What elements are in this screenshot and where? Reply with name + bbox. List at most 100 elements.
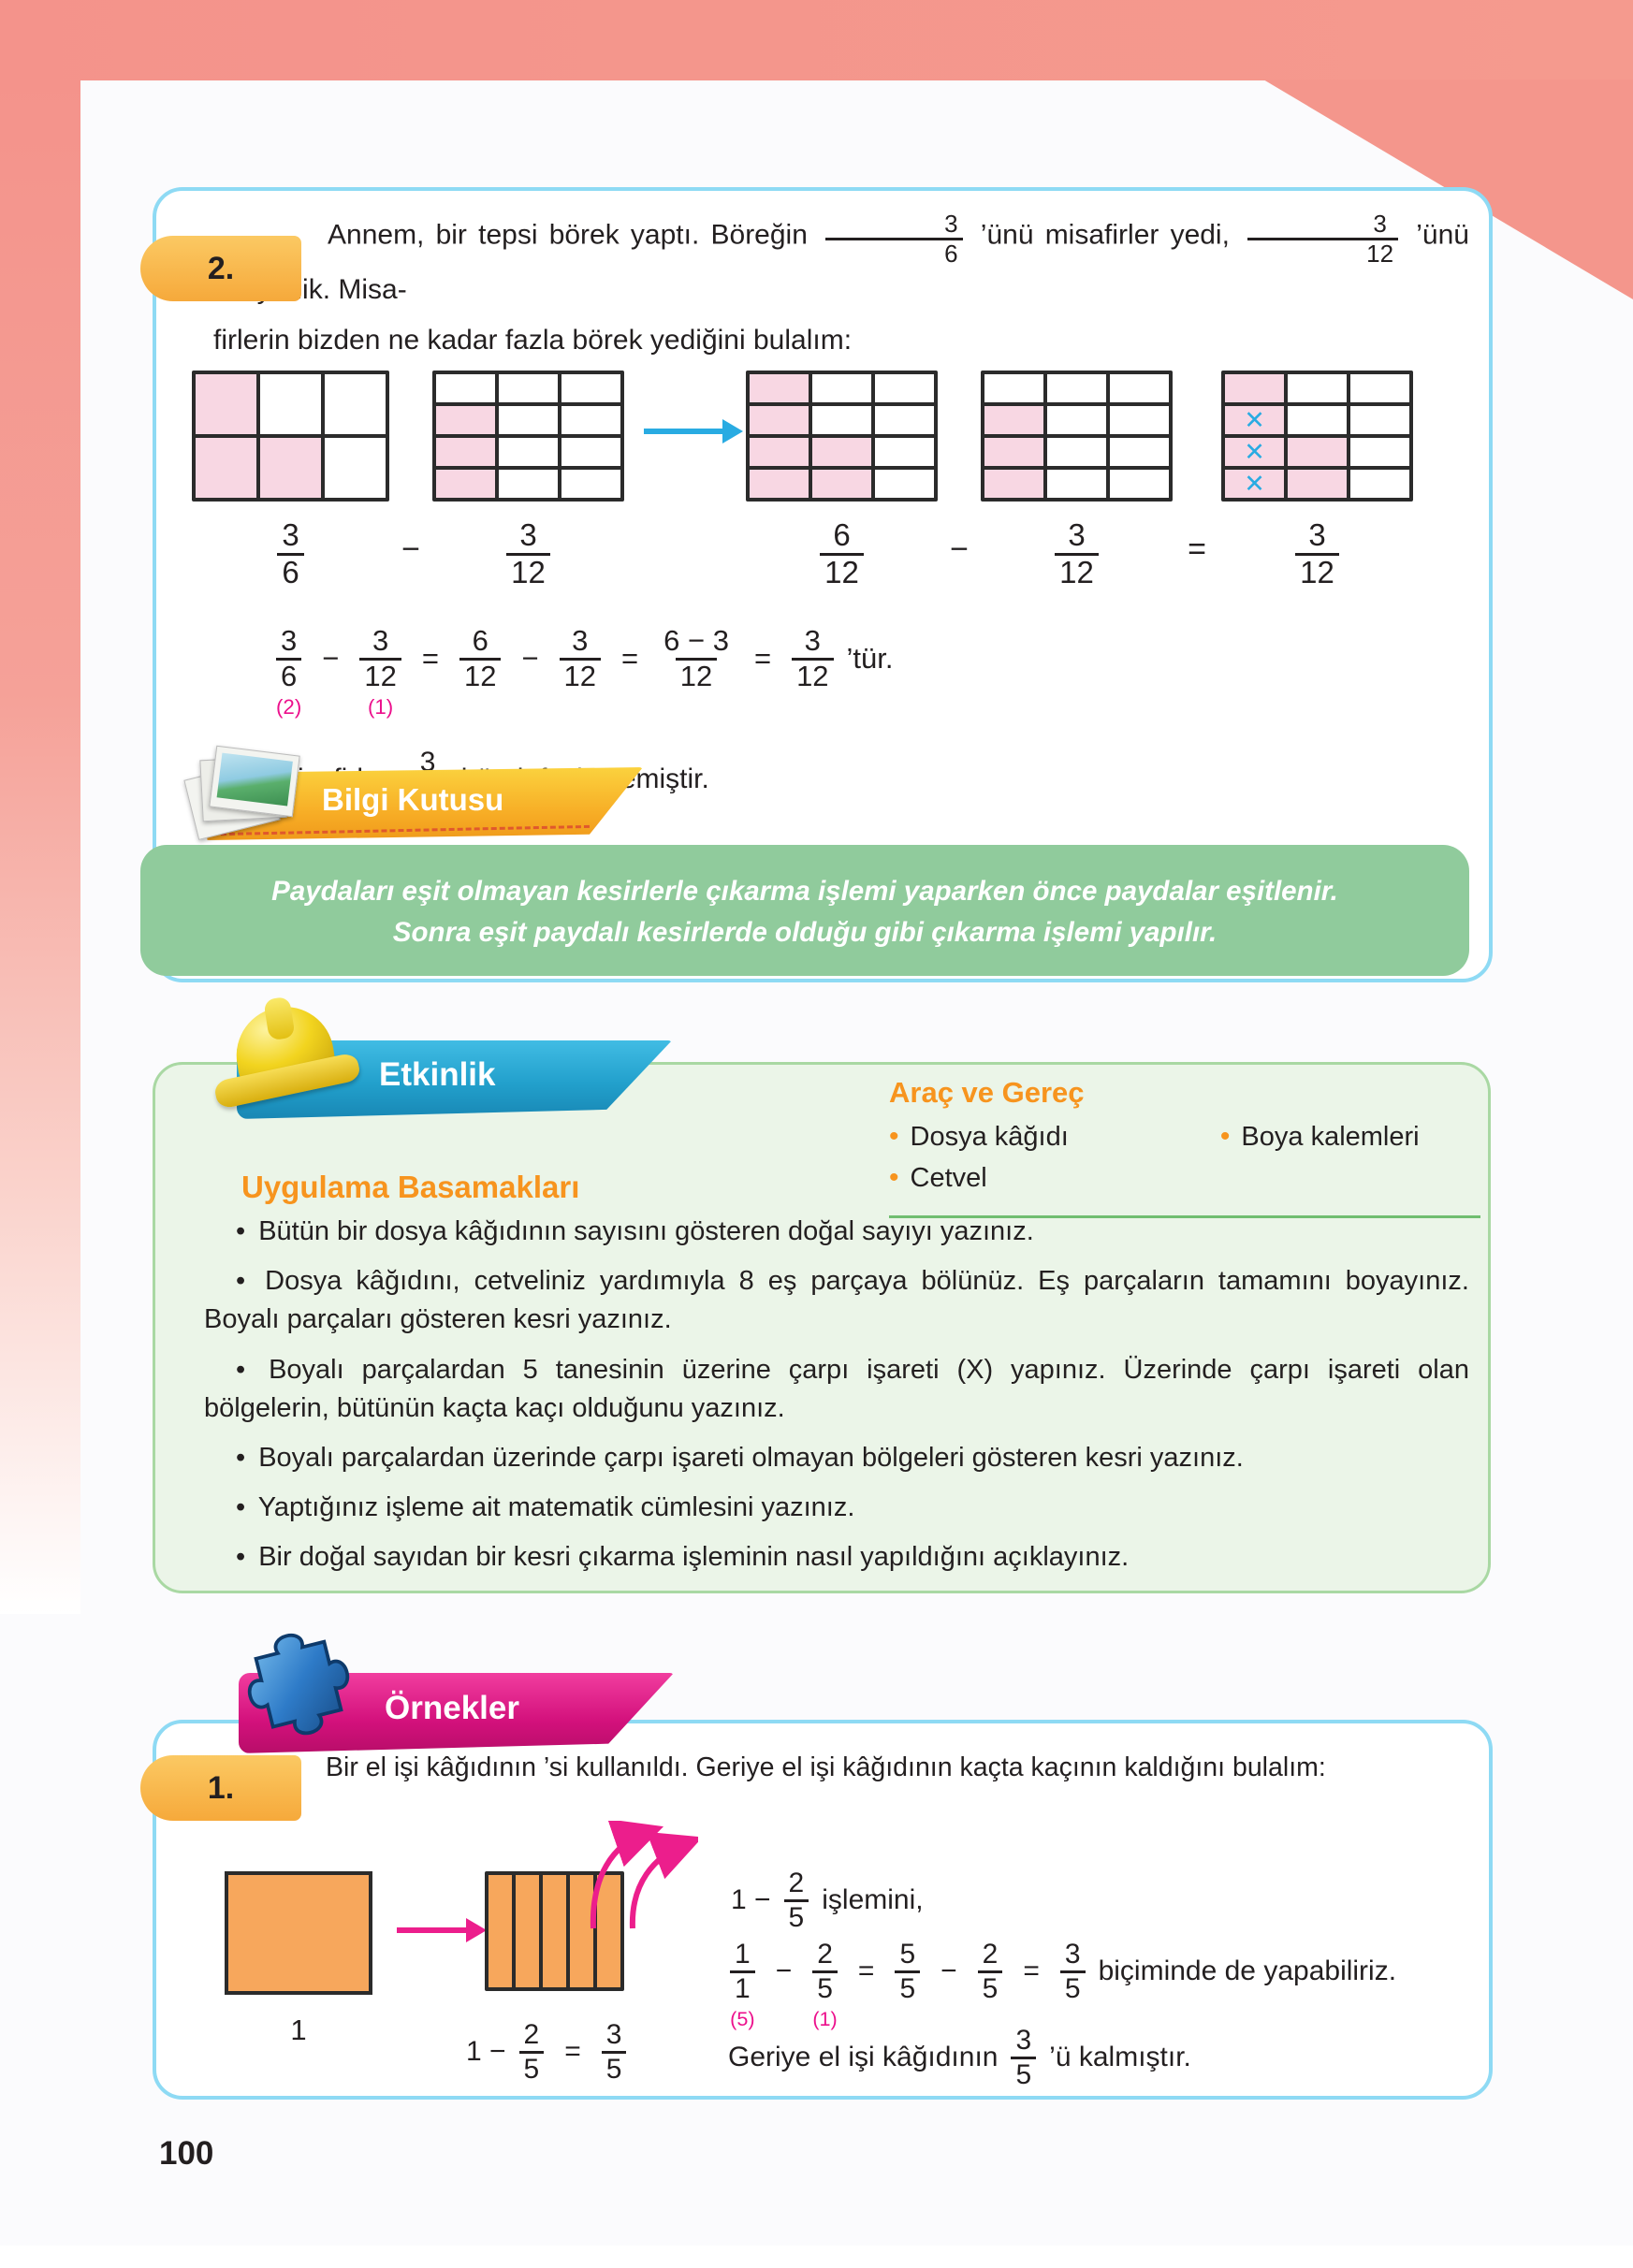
fraction-denominator: 6 bbox=[825, 238, 963, 268]
list-item: • Bütün bir dosya kâğıdının sayısını gös… bbox=[204, 1213, 1469, 1251]
grid-label-6-12: 6 12 bbox=[812, 517, 871, 590]
grid-cell bbox=[543, 1875, 566, 1987]
page-frame-left bbox=[0, 80, 80, 1614]
list-item: • Dosya kâğıdını, cetveliniz yardımıyla … bbox=[204, 1262, 1469, 1339]
right-arrow-icon bbox=[397, 1927, 470, 1933]
list-item: • Boyalı parçalardan 5 tanesinin üzerine… bbox=[204, 1351, 1469, 1428]
fraction-denominator: 12 bbox=[359, 657, 401, 693]
examples-box bbox=[153, 1720, 1493, 2100]
photo-card bbox=[209, 745, 300, 818]
grid-cell bbox=[875, 374, 934, 402]
grid-cell bbox=[488, 1875, 512, 1987]
grid-cell bbox=[597, 1875, 620, 1987]
grid-column-result: ✕ ✕ ✕ 3 12 bbox=[1221, 371, 1413, 590]
fraction-denominator: 12 bbox=[559, 657, 602, 693]
grid-cell bbox=[1350, 438, 1409, 466]
fraction-denominator: 6 bbox=[276, 657, 302, 693]
equals-operator: = bbox=[1188, 531, 1206, 567]
page-frame-bottom bbox=[0, 2246, 1633, 2268]
fraction-denominator: 5 bbox=[783, 1898, 809, 1934]
info-box: Paydaları eşit olmayan kesirlerle çıkarm… bbox=[140, 845, 1469, 976]
grid-cell bbox=[1047, 374, 1106, 402]
examples-title: Örnekler bbox=[385, 1690, 519, 1726]
grid-cell-shaded bbox=[1288, 438, 1347, 466]
grid-column-6-12: 6 12 bbox=[746, 371, 938, 590]
grid-cell-shaded bbox=[750, 374, 809, 402]
grid-cell-shaded bbox=[984, 438, 1043, 466]
bullet-icon: • bbox=[236, 1354, 246, 1385]
grid-cell-shaded bbox=[1288, 470, 1347, 498]
operator-column: = bbox=[1173, 371, 1221, 568]
fraction: 1 1 (5) bbox=[730, 1939, 755, 2030]
list-item-text: Boyalı parçalardan üzerinde çarpı işaret… bbox=[251, 1442, 1244, 1473]
operator: = bbox=[1023, 1955, 1040, 1987]
grid-cell bbox=[812, 374, 871, 402]
grid-cell bbox=[875, 406, 934, 434]
steps-title: Uygulama Basamakları bbox=[241, 1170, 580, 1204]
fraction-annotation: (5) bbox=[730, 2007, 755, 2031]
grid-cell bbox=[875, 438, 934, 466]
equation-text: işlemini, bbox=[822, 1884, 924, 1916]
photos-stack-icon bbox=[183, 745, 300, 848]
equation-text: biçiminde de yapabiliriz. bbox=[1098, 1955, 1397, 1987]
problem-2-number-tab: 2. bbox=[140, 236, 301, 301]
grid-cell bbox=[325, 438, 386, 498]
bullet-icon: • bbox=[236, 1492, 246, 1523]
fraction-denominator: 5 bbox=[812, 1970, 838, 2005]
fraction-annotation: (1) bbox=[367, 695, 394, 720]
grid-cell bbox=[1047, 470, 1106, 498]
fraction-denominator: 12 bbox=[459, 657, 502, 693]
fraction-grid-3-12-b bbox=[981, 371, 1173, 502]
bullet-icon: • bbox=[236, 1442, 246, 1473]
grid-cell bbox=[1110, 438, 1169, 466]
fraction-numerator: 3 bbox=[572, 624, 589, 657]
fraction-numerator: 3 bbox=[1308, 517, 1326, 552]
operator: = bbox=[621, 642, 639, 676]
activity-box bbox=[153, 1062, 1491, 1593]
grid-cell bbox=[561, 374, 620, 402]
arrow-column bbox=[624, 371, 746, 434]
subtraction-equation: 3 6 (2) −3 12 (1) = 6 12−3 12 = 6 − 3 12 = 3 12’tür. bbox=[269, 624, 899, 719]
grid-label-result: 3 12 bbox=[1288, 517, 1347, 590]
operator: = bbox=[753, 642, 772, 676]
fraction-denominator: 12 bbox=[1247, 238, 1399, 268]
grid-cell bbox=[875, 470, 934, 498]
problem-2-text-part4: firlerin bizden ne kadar fazla börek yed… bbox=[213, 324, 853, 356]
grid-cell bbox=[561, 438, 620, 466]
materials-panel: Araç ve Gereç • Dosya kâğıdı • Boya kalem… bbox=[889, 1076, 1480, 1218]
grid-cell-shaded bbox=[260, 438, 321, 498]
steps-list: • Bütün bir dosya kâğıdının sayısını gös… bbox=[204, 1213, 1469, 1588]
list-item-text: Dosya kâğıdı bbox=[910, 1121, 1069, 1152]
fraction-denominator: 5 bbox=[518, 2050, 545, 2086]
fraction-numerator: 3 bbox=[282, 517, 299, 552]
page-frame-top bbox=[0, 0, 1633, 80]
grid-cell bbox=[1350, 406, 1409, 434]
fraction-annotation: (1) bbox=[812, 2007, 838, 2031]
list-item-text: Dosya kâğıdını, cetveliniz yardımıyla 8 … bbox=[204, 1266, 1469, 1335]
fraction-numerator: 2 bbox=[817, 1939, 833, 1970]
grid-cell-shaded bbox=[196, 438, 256, 498]
operator: = bbox=[421, 642, 439, 676]
grid-cell-shaded bbox=[984, 470, 1043, 498]
fraction-grid-3-6 bbox=[192, 371, 389, 502]
fraction-denominator: 12 bbox=[675, 657, 718, 693]
fraction-denominator: 5 bbox=[977, 1970, 1003, 2005]
list-item: • Dosya kâğıdı bbox=[889, 1121, 1220, 1153]
grid-cell-shaded bbox=[196, 374, 256, 434]
page-number: 100 bbox=[159, 2135, 214, 2172]
grid-cell-crossed: ✕ bbox=[1225, 470, 1284, 498]
operator: − bbox=[940, 1955, 957, 1987]
fraction-grid-result: ✕ ✕ ✕ bbox=[1221, 371, 1413, 502]
hard-hat-icon bbox=[204, 996, 370, 1130]
info-box-title: Bilgi Kutusu bbox=[322, 782, 504, 817]
list-item: • Cetvel bbox=[889, 1162, 1480, 1194]
list-item-text: Bir doğal sayıdan bir kesri çıkarma işle… bbox=[251, 1542, 1130, 1573]
problem-2-number: 2. bbox=[207, 250, 235, 286]
